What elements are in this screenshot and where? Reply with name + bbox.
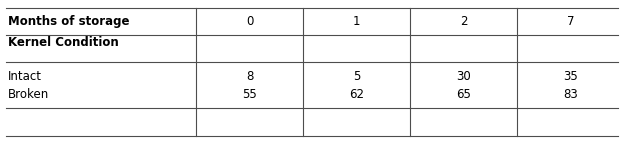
Text: 62: 62 xyxy=(349,89,364,102)
Text: 35: 35 xyxy=(563,71,578,84)
Text: 7: 7 xyxy=(567,15,574,28)
Text: Months of storage: Months of storage xyxy=(8,15,130,28)
Text: Intact: Intact xyxy=(8,71,42,84)
Text: Broken: Broken xyxy=(8,89,49,102)
Text: 2: 2 xyxy=(460,15,467,28)
Text: 5: 5 xyxy=(353,71,360,84)
Text: 55: 55 xyxy=(242,89,257,102)
Text: Kernel Condition: Kernel Condition xyxy=(8,36,119,49)
Text: 0: 0 xyxy=(246,15,253,28)
Text: 83: 83 xyxy=(563,89,578,102)
Text: 1: 1 xyxy=(353,15,360,28)
Text: 30: 30 xyxy=(456,71,471,84)
Text: 8: 8 xyxy=(246,71,253,84)
Text: 65: 65 xyxy=(456,89,471,102)
